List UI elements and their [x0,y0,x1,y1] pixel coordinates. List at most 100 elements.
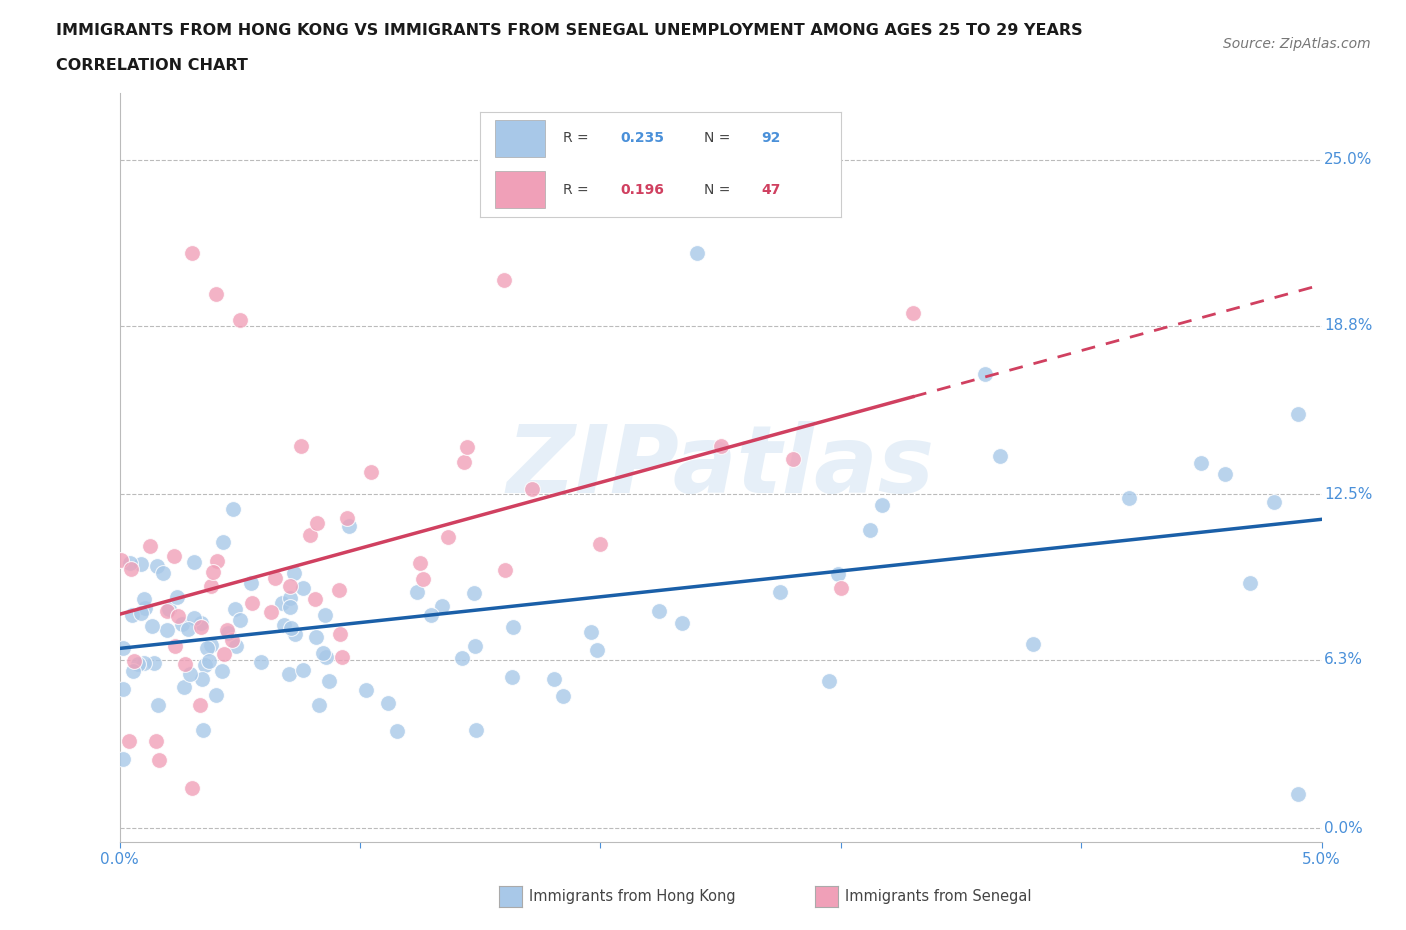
Point [127,657,149,671]
Text: CORRELATION CHART: CORRELATION CHART [56,58,247,73]
Point [870,498,893,512]
Point [176,622,198,637]
Point [239,576,262,591]
Point [183,610,205,625]
Point [589,537,612,551]
Point [179,666,201,681]
Point [229,612,252,627]
Point [1286,406,1309,421]
Point [194,658,217,672]
Point [283,565,305,580]
Point [464,638,486,653]
Point [284,626,307,641]
Point [173,680,195,695]
Point [204,286,226,301]
Point [205,553,228,568]
Point [165,638,187,653]
Point [647,604,669,618]
Point [827,566,849,581]
Point [122,663,145,678]
Point [291,663,314,678]
Point [141,619,163,634]
Text: 0.0%: 0.0% [1324,821,1362,836]
Point [1022,637,1045,652]
Point [671,616,693,631]
Text: 12.5%: 12.5% [1324,486,1372,501]
Point [330,650,353,665]
Point [217,626,239,641]
Point [221,632,243,647]
Point [191,723,214,737]
Point [172,617,194,631]
Point [260,604,283,619]
Point [782,452,804,467]
Point [1118,490,1140,505]
Point [769,585,792,600]
Point [278,666,301,681]
Point [167,609,190,624]
Point [211,663,233,678]
Point [190,619,212,634]
Point [502,619,524,634]
Point [148,752,170,767]
Point [328,583,350,598]
Point [551,688,574,703]
Point [163,548,186,563]
Point [198,654,221,669]
Point [120,562,142,577]
Point [859,523,882,538]
Text: Immigrants from Hong Kong: Immigrants from Hong Kong [529,889,735,904]
Point [412,572,434,587]
Point [121,607,143,622]
Text: ZIPatlas: ZIPatlas [506,421,935,513]
Point [212,646,235,661]
Point [157,602,180,617]
Text: IMMIGRANTS FROM HONG KONG VS IMMIGRANTS FROM SENEGAL UNEMPLOYMENT AMONG AGES 25 : IMMIGRANTS FROM HONG KONG VS IMMIGRANTS … [56,23,1083,38]
Point [111,682,134,697]
Point [451,651,474,666]
Point [250,654,273,669]
Text: 18.8%: 18.8% [1324,318,1372,333]
Point [329,627,352,642]
Point [280,579,302,594]
Point [1215,466,1237,481]
Point [118,556,141,571]
Point [180,781,202,796]
Point [291,580,314,595]
Point [212,535,235,550]
Point [1239,576,1261,591]
Point [1189,456,1212,471]
Point [453,455,475,470]
Point [685,246,707,261]
Point [124,653,146,668]
Point [543,671,565,686]
Point [225,639,247,654]
Point [166,590,188,604]
Point [134,601,156,616]
Point [337,519,360,534]
Point [430,599,453,614]
Point [155,622,177,637]
Point [143,656,166,671]
Point [222,501,245,516]
Point [139,538,162,553]
Point [280,620,302,635]
Point [408,555,430,570]
Point [501,670,523,684]
Point [377,696,399,711]
Point [314,607,336,622]
Point [356,683,378,698]
Point [360,464,382,479]
Point [581,625,603,640]
Point [901,305,924,320]
Point [318,673,340,688]
Point [463,586,485,601]
Point [420,607,443,622]
Point [308,698,330,712]
Point [224,602,246,617]
Text: 6.3%: 6.3% [1324,652,1362,668]
Point [290,438,312,453]
Point [110,552,132,567]
Point [228,312,252,327]
Point [385,724,408,738]
